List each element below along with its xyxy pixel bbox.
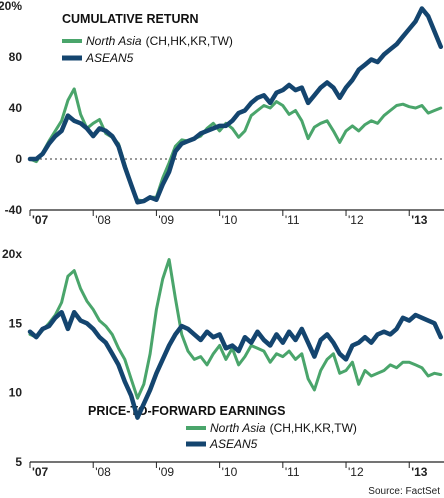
- bottom-x-tick-label: '07: [32, 465, 49, 479]
- bottom-legend-north-asia-name: North Asia: [210, 421, 266, 435]
- top-legend-north-asia-name: North Asia: [86, 34, 142, 48]
- top-chart-title: CUMULATIVE RETURN: [62, 12, 199, 26]
- bottom-legend-north-asia: North Asia (CH,HK,KR,TW): [210, 421, 357, 435]
- top-x-tick-label: '08: [95, 213, 111, 227]
- bottom-x-tick-label: '11: [285, 465, 300, 479]
- bottom-x-tick-label: '12: [348, 465, 364, 479]
- bottom-y-tick-label: 10: [9, 386, 23, 400]
- top-x-tick-label: '10: [222, 213, 238, 227]
- bottom-y-tick-label: 20x: [2, 247, 22, 261]
- source-note: Source: FactSet: [368, 486, 440, 497]
- top-x-tick-label: '13: [411, 213, 428, 227]
- bottom-series-asean5-line: [27, 309, 444, 420]
- top-series-north-asia-line: [28, 87, 443, 203]
- bottom-legend-north-asia-suffix: (CH,HK,KR,TW): [270, 421, 357, 435]
- top-series-asean5-line: [27, 6, 444, 205]
- top-y-tick-label: 0: [15, 152, 22, 166]
- bottom-legend-asean5: ASEAN5: [209, 437, 258, 451]
- top-x-tick-label: '09: [158, 213, 174, 227]
- top-x-tick-label: '12: [348, 213, 364, 227]
- bottom-x-tick-label: '13: [411, 465, 428, 479]
- bottom-y-tick-label: 5: [15, 455, 22, 469]
- top-y-tick-label: 80: [9, 50, 23, 64]
- top-y-tick-label: 40: [9, 101, 23, 115]
- bottom-x-tick-label: '09: [158, 465, 174, 479]
- top-legend-north-asia: North Asia (CH,HK,KR,TW): [86, 34, 233, 48]
- top-y-tick-label: 120%: [0, 0, 22, 13]
- top-y-tick-label: -40: [5, 203, 23, 217]
- bottom-series-north-asia-line: [28, 258, 443, 400]
- top-x-tick-label: '07: [32, 213, 49, 227]
- top-legend-north-asia-suffix: (CH,HK,KR,TW): [146, 34, 233, 48]
- top-legend-asean5: ASEAN5: [85, 51, 134, 65]
- top-x-tick-label: '11: [285, 213, 300, 227]
- bottom-chart-title: PRICE-TO-FORWARD EARNINGS: [88, 404, 285, 418]
- bottom-x-tick-label: '10: [222, 465, 238, 479]
- bottom-x-tick-label: '08: [95, 465, 111, 479]
- bottom-y-tick-label: 15: [9, 316, 23, 330]
